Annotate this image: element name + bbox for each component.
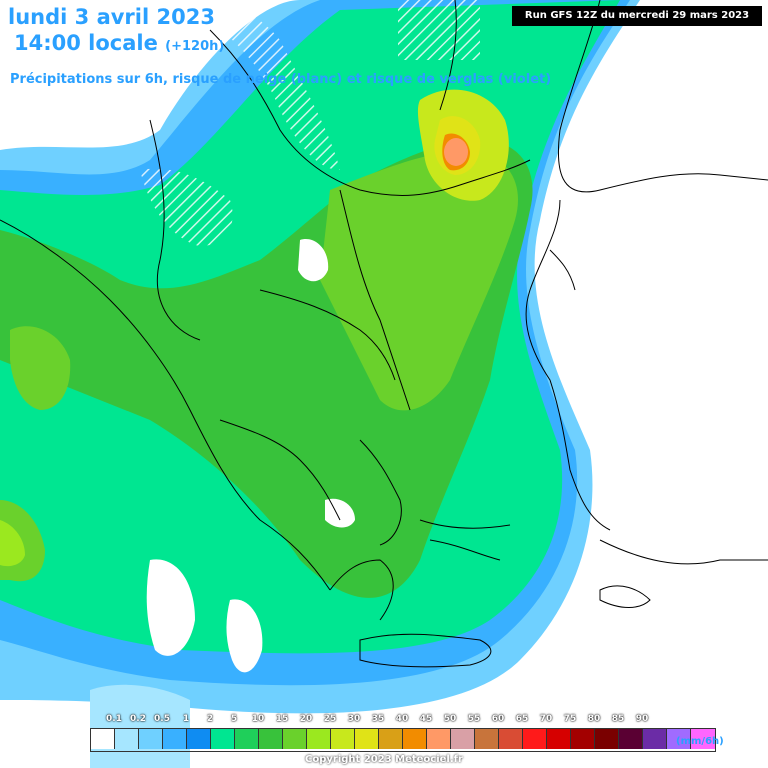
legend-tick-label: 2 xyxy=(206,714,214,724)
map-subtitle: Précipitations sur 6h, risque de neige (… xyxy=(10,72,552,87)
legend-swatch xyxy=(403,729,427,749)
legend-swatch xyxy=(235,729,259,749)
legend-swatch xyxy=(571,729,595,749)
legend-swatch xyxy=(667,729,691,749)
legend-swatch xyxy=(211,729,235,749)
run-info-badge: Run GFS 12Z du mercredi 29 mars 2023 xyxy=(512,6,762,26)
legend-tick-label: 65 xyxy=(515,714,529,724)
legend-swatch xyxy=(619,729,643,749)
legend-swatch xyxy=(427,729,451,749)
legend-swatch xyxy=(91,729,115,749)
legend-swatch xyxy=(115,729,139,749)
legend-swatch xyxy=(643,729,667,749)
legend-swatch xyxy=(307,729,331,749)
legend-swatch xyxy=(523,729,547,749)
legend-tick-label: 15 xyxy=(275,714,289,724)
legend-tick-label: 70 xyxy=(539,714,553,724)
legend-tick-label: 30 xyxy=(347,714,361,724)
legend-swatch xyxy=(355,729,379,749)
legend-swatch xyxy=(595,729,619,749)
legend-tick-label: 20 xyxy=(299,714,313,724)
legend-tick-label: 75 xyxy=(563,714,577,724)
legend-swatch xyxy=(499,729,523,749)
legend-tick-label: 0.2 xyxy=(130,714,146,724)
legend-tick-labels: 0.1 0.2 0.5 1 2 5 10 15 20 25 30 35 40 45 50 55 60 65 70 75… xyxy=(90,714,690,726)
legend-swatch xyxy=(475,729,499,749)
legend-tick-label: 5 xyxy=(230,714,238,724)
legend-tick-label: 10 xyxy=(251,714,265,724)
legend-tick-label: 80 xyxy=(587,714,601,724)
lead-time: (+120h) xyxy=(165,39,225,54)
legend-tick-label: 35 xyxy=(371,714,385,724)
legend-tick-label: 85 xyxy=(611,714,625,724)
legend-swatch xyxy=(547,729,571,749)
legend-swatch xyxy=(187,729,211,749)
legend-unit: (mm/6h) xyxy=(676,736,724,747)
legend-swatch xyxy=(259,729,283,749)
legend-swatch xyxy=(283,729,307,749)
coastline-lines xyxy=(0,0,768,668)
legend-tick-label: 40 xyxy=(395,714,409,724)
legend-swatch xyxy=(331,729,355,749)
legend-swatch xyxy=(451,729,475,749)
legend-tick-label: 45 xyxy=(419,714,433,724)
legend-tick-label: 0.1 xyxy=(106,714,122,724)
local-time: 14:00 locale xyxy=(14,31,158,55)
copyright: Copyright 2023 Meteociel.fr xyxy=(305,754,463,765)
legend-tick-label: 50 xyxy=(443,714,457,724)
legend-tick-label: 90 xyxy=(635,714,649,724)
legend-tick-label: 60 xyxy=(491,714,505,724)
map-date-title: lundi 3 avril 2023 xyxy=(8,5,215,29)
legend-swatch xyxy=(139,729,163,749)
precipitation-legend xyxy=(90,728,716,752)
legend-tick-label: 0.5 xyxy=(154,714,170,724)
legend-swatch xyxy=(163,729,187,749)
legend-swatch xyxy=(379,729,403,749)
legend-tick-label: 1 xyxy=(182,714,190,724)
legend-swatch xyxy=(691,729,715,749)
legend-tick-label: 55 xyxy=(467,714,481,724)
legend-tick-label: 25 xyxy=(323,714,337,724)
map-time-title: 14:00 locale (+120h) xyxy=(14,32,224,58)
